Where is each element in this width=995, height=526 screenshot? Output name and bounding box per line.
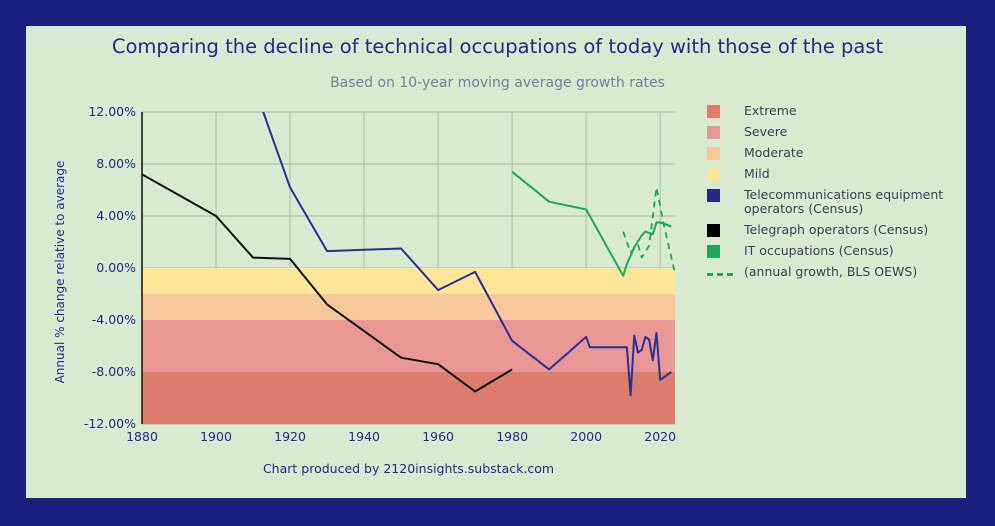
- legend: Extreme Severe Moderate Mild Telecommunicati…: [707, 104, 954, 286]
- legend-item[interactable]: Telegraph operators (Census): [707, 223, 954, 237]
- legend-label: Extreme: [744, 103, 797, 118]
- chart-subtitle: Based on 10-year moving average growth r…: [330, 75, 665, 91]
- legend-item[interactable]: (annual growth, BLS OEWS): [707, 265, 954, 279]
- y-tick-label: -12.00%: [84, 416, 136, 431]
- x-tick-label: 2020: [644, 429, 676, 444]
- series-line-telegraph-operators-census: [142, 173, 513, 393]
- legend-swatch: [707, 224, 720, 237]
- legend-label: Moderate: [744, 145, 804, 160]
- x-tick-label: 1920: [274, 429, 306, 444]
- legend-item[interactable]: Mild: [707, 167, 954, 181]
- legend-swatch: [707, 126, 720, 139]
- legend-item[interactable]: Extreme: [707, 104, 954, 118]
- x-tick-label: 1960: [422, 429, 454, 444]
- legend-label: IT occupations (Census): [744, 243, 894, 258]
- x-tick-label: 2000: [570, 429, 602, 444]
- y-tick-label: 4.00%: [96, 208, 136, 223]
- x-tick-label: 1980: [496, 429, 528, 444]
- y-tick-label: -4.00%: [92, 312, 136, 327]
- legend-item[interactable]: Severe: [707, 125, 954, 139]
- legend-swatch: [707, 147, 720, 160]
- chart-credit: Chart produced by 2120insights.substack.…: [262, 461, 555, 476]
- legend-label: Telecommunications equipment operators (…: [744, 187, 944, 216]
- y-tick-label: 12.00%: [88, 104, 136, 119]
- x-tick-label: 1900: [200, 429, 232, 444]
- legend-label: Telegraph operators (Census): [744, 222, 929, 237]
- band-severe: [142, 320, 675, 372]
- legend-swatch: [707, 189, 720, 202]
- band-moderate: [142, 294, 675, 320]
- band-mild: [142, 268, 675, 294]
- series-line-annual-growth-bls-oews: [622, 186, 675, 274]
- series-line-telecommunications-equipment-operators-census: [262, 112, 672, 397]
- y-tick-label: 8.00%: [96, 156, 136, 171]
- x-tick-label: 1940: [348, 429, 380, 444]
- y-tick-label: 0.00%: [96, 260, 136, 275]
- chart-title: Comparing the decline of technical occup…: [111, 35, 884, 58]
- legend-item[interactable]: Telecommunications equipment operators (…: [707, 188, 954, 216]
- legend-item[interactable]: IT occupations (Census): [707, 244, 954, 258]
- band-extreme: [142, 372, 675, 424]
- series-line-it-occupations-census: [511, 171, 672, 277]
- legend-swatch: [707, 245, 720, 258]
- x-tick-label: 1880: [126, 429, 158, 444]
- y-tick-label: -8.00%: [92, 364, 136, 379]
- legend-label: Mild: [744, 166, 770, 181]
- legend-item[interactable]: Moderate: [707, 146, 954, 160]
- legend-swatch: [707, 105, 720, 118]
- legend-swatch: [707, 168, 720, 181]
- legend-swatch: [707, 273, 733, 276]
- legend-label: Severe: [744, 124, 788, 139]
- legend-label: (annual growth, BLS OEWS): [744, 264, 918, 279]
